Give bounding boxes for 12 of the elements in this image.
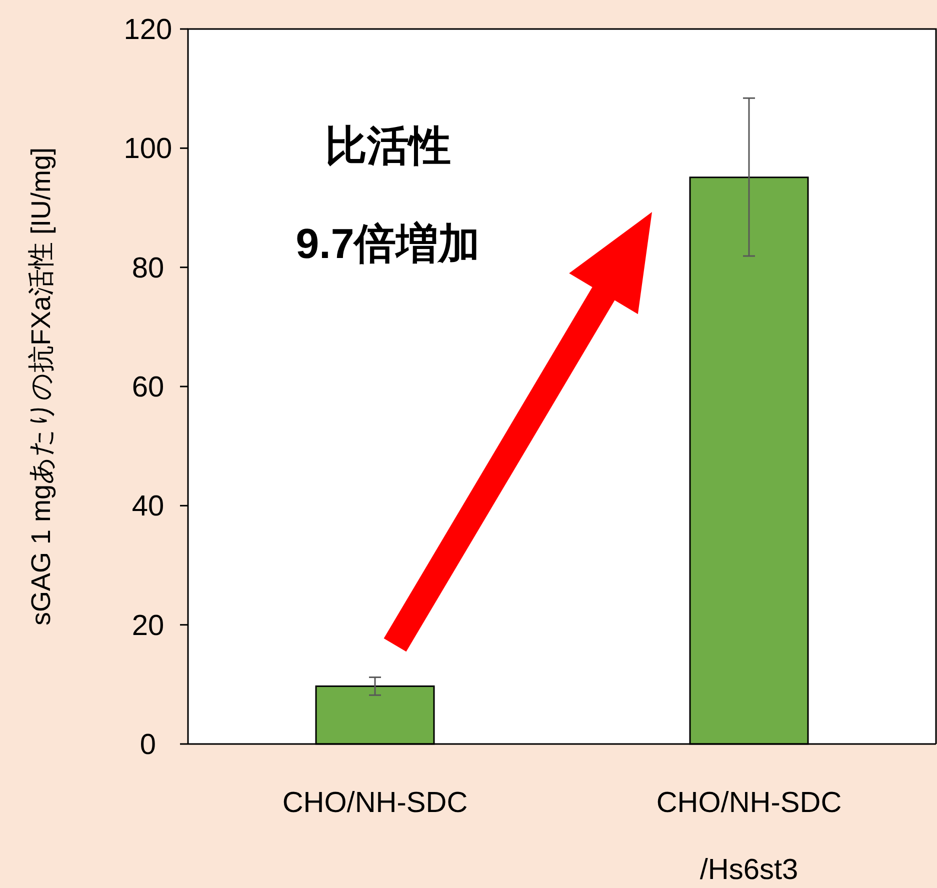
y-tick-label: 0 bbox=[140, 729, 156, 761]
category-label: CHO/NH-SDC /Hs6st3 bbox=[656, 787, 842, 886]
y-tick-label: 80 bbox=[132, 252, 164, 284]
annotation: 9.7倍増加 bbox=[296, 220, 480, 267]
annotation: 比活性 bbox=[325, 122, 451, 169]
x-tick-label: CHO/NH-SDC bbox=[282, 787, 468, 819]
y-tick-label: 120 bbox=[124, 14, 172, 46]
y-tick-label: 100 bbox=[124, 133, 172, 166]
y-axis-title: sGAG 1 mgあたりの抗FXa活性 [IU/mg] bbox=[26, 147, 56, 626]
y-tick-label: 40 bbox=[132, 490, 164, 523]
y-tick-label: 60 bbox=[132, 372, 164, 404]
y-tick-label: 20 bbox=[132, 610, 164, 642]
